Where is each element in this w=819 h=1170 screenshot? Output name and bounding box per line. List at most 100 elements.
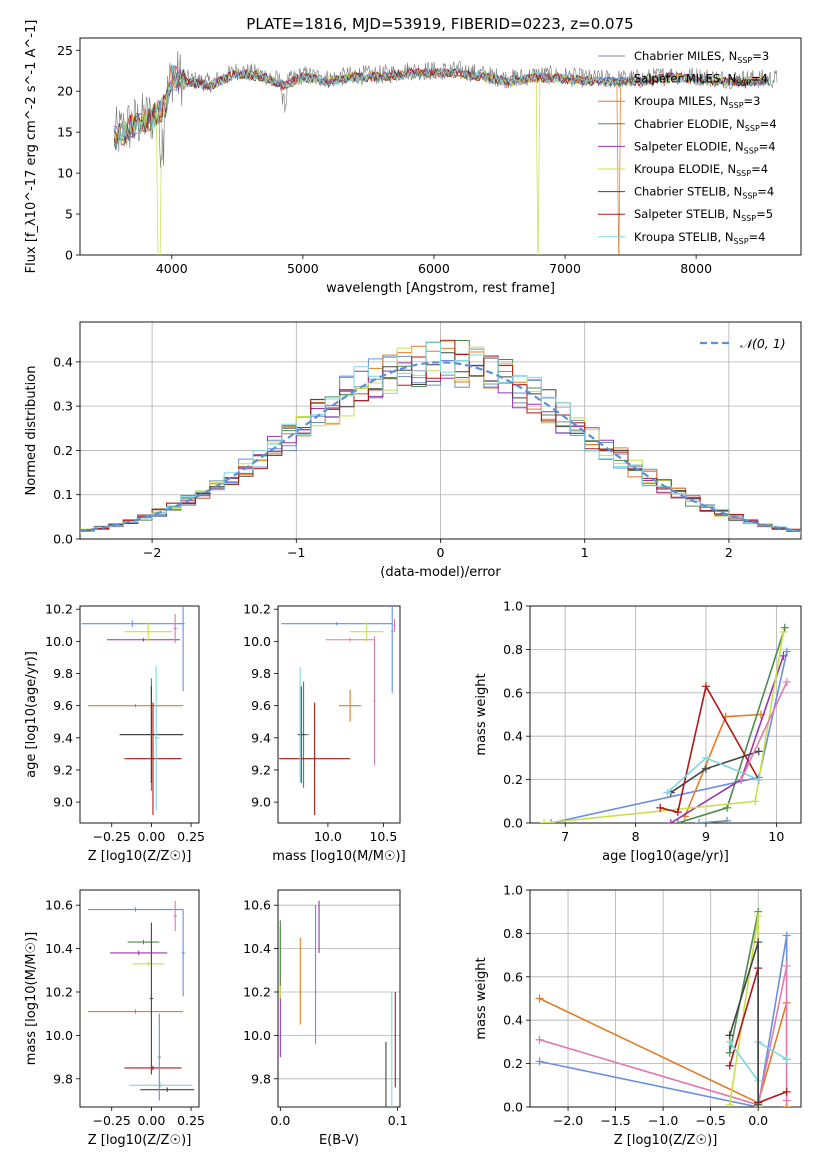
y-tick-label: 10.0 (243, 1028, 271, 1043)
y-tick-label: 25 (57, 43, 73, 58)
x-tick-label: 0.0 (748, 1113, 768, 1128)
weight-marker (701, 682, 710, 691)
x-tick-label: 0.0 (270, 1113, 290, 1128)
legend-label-tail: =4 (757, 185, 774, 199)
legend-label-tail: =3 (752, 49, 769, 63)
legend-label-tail: =4 (759, 139, 776, 153)
y-tick-label: 0.2 (503, 1056, 523, 1071)
y-tick-label: 0 (65, 248, 73, 263)
weight-marker (723, 803, 732, 812)
plot-area-residuals (80, 339, 801, 534)
y-tick-label: 10.2 (243, 602, 271, 617)
legend-label-tail: =4 (760, 117, 777, 131)
y-tick-label: 10.2 (45, 984, 73, 999)
plot-area-mass-vs-Z (87, 900, 195, 1101)
panel-age-vs-mass: 10.0 10.5 9.0 9.2 9.4 9.6 9.8 10.0 10.2 mass [log… (243, 602, 406, 864)
y-axis-label: mass weight (474, 957, 489, 1039)
x-axis-label: mass [log10(M/M☉)] (272, 849, 405, 864)
x-axis-label: Z [log10(Z/Z☉)] (88, 849, 192, 864)
y-tick-label: 9.4 (53, 730, 73, 745)
y-tick-label: 0.8 (503, 926, 523, 941)
axes-frame (79, 605, 200, 824)
panel-mass-vs-Z: −0.25 0.00 0.25 9.8 10.0 10.2 10.4 10.6 Z [log10… (24, 889, 205, 1148)
weight-marker (535, 1035, 544, 1044)
axes-frame (277, 889, 401, 1108)
weight-marker (754, 775, 763, 784)
axes-frame (79, 889, 200, 1108)
legend-label-sub: SSP (744, 146, 759, 155)
weight-marker (754, 1100, 763, 1107)
legend-label-sub: SSP (745, 124, 760, 133)
weight-marker (779, 651, 788, 660)
weight-series-2 (539, 965, 788, 1106)
weight-marker (666, 819, 675, 823)
y-axis-label: age [log10(age/yr)] (24, 651, 39, 778)
y-tick-label: 9.4 (251, 730, 271, 745)
plot-area-age-vs-Z (81, 606, 185, 815)
plot-area-massweight-vs-Z (535, 907, 791, 1107)
legend-label-text: Kroupa STELIB, N (634, 230, 734, 244)
weight-series-9 (740, 681, 788, 780)
weight-marker (737, 775, 746, 784)
weight-marker (725, 1048, 734, 1057)
weight-marker (780, 623, 789, 632)
legend-label-text: Kroupa MILES, N (634, 94, 729, 108)
legend-label: Chabrier STELIB, NSSP=4 (634, 185, 774, 201)
y-axis-label: Normed distribution (24, 366, 39, 496)
x-axis-label: wavelength [Angstrom, rest frame] (326, 281, 555, 296)
x-tick-label: 0.1 (388, 1113, 408, 1128)
y-tick-label: 1.0 (503, 599, 523, 614)
y-tick-label: 0.4 (503, 1013, 523, 1028)
panel-spectrum: 4000 5000 6000 7000 8000 0 5 10 15 20 25 wavelength… (24, 20, 802, 296)
weight-marker (754, 938, 763, 947)
y-tick-label: 0.1 (53, 487, 73, 502)
x-tick-label: −1 (287, 545, 305, 560)
x-tick-label: 0 (437, 545, 445, 560)
weight-marker (547, 819, 556, 823)
x-tick-label: 6000 (418, 261, 450, 276)
x-tick-label: 10 (768, 829, 784, 844)
weight-marker (540, 819, 549, 823)
y-tick-label: 0.4 (53, 354, 73, 369)
x-tick-label: 0.00 (137, 829, 165, 844)
weight-marker (725, 1061, 734, 1070)
y-tick-label: 9.8 (251, 1071, 271, 1086)
panel-massweight-vs-age: 7 8 9 10 0.0 0.2 0.4 0.6 0.8 1.0 age [log10(age/yr… (474, 599, 802, 864)
weight-marker (694, 819, 703, 823)
legend-label-tail: =4 (751, 162, 768, 176)
legend-label-text: Chabrier STELIB, N (634, 185, 742, 199)
weight-marker (754, 912, 763, 921)
legend-label: Kroupa MILES, NSSP=3 (634, 94, 760, 110)
legend-label-sub: SSP (737, 56, 752, 65)
y-tick-label: 0.0 (503, 1100, 523, 1115)
legend-label: Salpeter MILES, NSSP=4 (634, 72, 768, 88)
legend-label-text: Chabrier MILES, N (634, 49, 737, 63)
y-axis-label: Flux [f_λ10^-17 erg cm^-2 s^-1 A^-1] (24, 20, 39, 274)
legend-label-sub: SSP (736, 169, 751, 178)
y-tick-label: 10.6 (243, 898, 271, 913)
y-tick-label: 10.4 (243, 941, 271, 956)
x-axis-label: (data-model)/error (380, 565, 501, 580)
figure-title: PLATE=1816, MJD=53919, FIBERID=0223, z=0… (246, 15, 633, 33)
legend-label-text: Salpeter MILES, N (634, 72, 736, 86)
y-tick-label: 0.0 (53, 532, 73, 547)
panel-mass-vs-EBV: 0.0 0.1 9.8 10.0 10.2 10.4 10.6 E(B-V) (243, 889, 408, 1148)
weight-marker (725, 1031, 734, 1040)
y-tick-label: 0.0 (503, 816, 523, 831)
y-tick-label: 9.2 (53, 762, 73, 777)
y-tick-label: 9.8 (53, 666, 73, 681)
x-tick-label: 10.5 (369, 829, 397, 844)
panel-age-vs-Z: −0.25 0.00 0.25 9.0 9.2 9.4 9.6 9.8 10.0 10.2 Z [l… (24, 602, 205, 864)
y-tick-label: 10.6 (45, 898, 73, 913)
y-tick-label: 0.2 (503, 772, 523, 787)
x-axis-label: Z [log10(Z/Z☉)] (88, 1133, 192, 1148)
x-tick-label: 0.25 (177, 829, 205, 844)
y-tick-label: 9.8 (251, 666, 271, 681)
weight-marker (779, 628, 788, 637)
plot-area-mass-vs-EBV (279, 900, 396, 1107)
weight-marker (782, 931, 791, 940)
x-tick-label: 10.0 (314, 829, 342, 844)
y-tick-label: 0.6 (503, 685, 523, 700)
